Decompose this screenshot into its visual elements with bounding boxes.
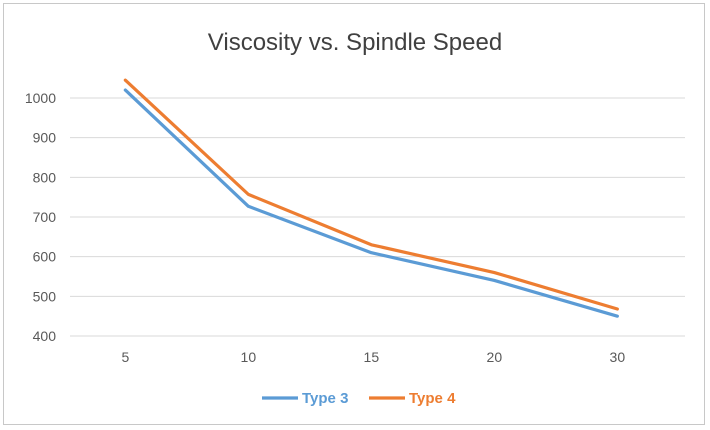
- gridlines: [70, 97, 685, 337]
- x-tick-label: 15: [364, 349, 380, 365]
- x-axis-ticks: 5 10 15 20 30: [121, 349, 625, 365]
- y-tick-label: 400: [33, 328, 57, 344]
- x-tick-label: 30: [610, 349, 626, 365]
- y-axis-ticks: 400 500 600 700 800 900 1000: [25, 90, 56, 344]
- x-tick-label: 10: [241, 349, 257, 365]
- y-tick-label: 700: [33, 209, 57, 225]
- x-tick-label: 20: [487, 349, 503, 365]
- series-lines: [123, 78, 619, 318]
- legend-label: Type 3: [302, 390, 348, 407]
- legend: Type 3 Type 4: [262, 390, 456, 407]
- y-tick-label: 800: [33, 169, 57, 185]
- series-line-type-3: [123, 88, 619, 318]
- series-line-type-4: [123, 78, 619, 311]
- chart-frame: [3, 3, 705, 425]
- y-tick-label: 600: [33, 249, 57, 265]
- chart-title: Viscosity vs. Spindle Speed: [208, 29, 502, 56]
- legend-label: Type 4: [409, 390, 456, 407]
- y-tick-label: 900: [33, 130, 57, 146]
- x-tick-label: 5: [121, 349, 129, 365]
- y-tick-label: 500: [33, 288, 57, 304]
- y-tick-label: 1000: [25, 90, 56, 106]
